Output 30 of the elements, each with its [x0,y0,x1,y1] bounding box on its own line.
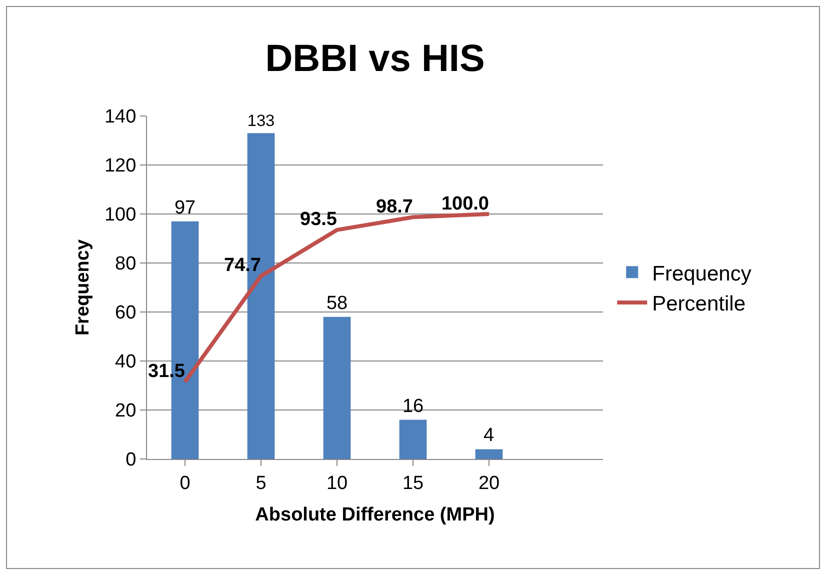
y-tick-label: 0 [126,450,136,471]
data-label: 100.0 [441,193,489,214]
x-tick-label: 15 [402,472,424,494]
y-tick-label: 60 [115,302,136,324]
line-series [183,212,491,384]
y-tick-label: 80 [115,254,136,275]
y-tick-label: 120 [104,156,136,177]
data-label: 98.7 [376,196,413,218]
y-tick-label: 100 [104,204,136,226]
x-axis-title: Absolute Difference (MPH) [255,504,495,526]
y-tick-label: 40 [115,352,136,373]
y-tick-label: 20 [115,400,136,422]
x-tick-label: 20 [478,472,500,494]
data-label: 93.5 [300,209,338,230]
y-axis-title: Frequency [72,239,94,336]
data-label: 16 [402,396,424,417]
data-label: 133 [247,112,275,130]
x-tick-label: 5 [256,472,266,494]
legend-label: Percentile [652,292,746,316]
bar [475,449,503,459]
data-label: 4 [484,425,494,446]
data-label: 97 [174,197,196,218]
x-tick-label: 0 [180,472,190,494]
y-tick-label: 140 [104,106,136,128]
x-tick-label: 10 [326,472,348,494]
bar [399,420,427,459]
bar [323,316,351,459]
legend-label: Frequency [652,262,752,286]
chart-title: DBBI vs HIS [265,38,485,80]
data-label: 58 [326,292,348,314]
